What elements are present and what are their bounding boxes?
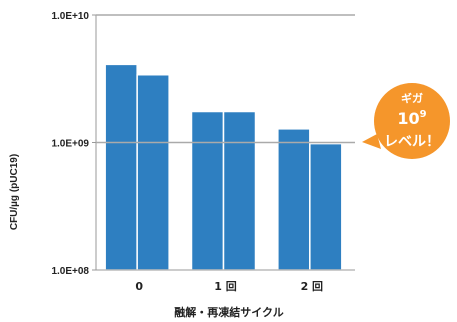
badge-exponent: 9 [420,109,427,120]
badge-line3: レベル！ [384,134,440,150]
badge-base: 10 [397,109,419,128]
badge-circle [374,83,450,159]
x-category-label: 1 回 [214,279,236,293]
badge-line2: 109 [397,109,426,128]
y-tick-label: 1.0E+09 [51,139,89,150]
bar [136,73,170,271]
y-axis-label: CFU/µg (pUC19) [9,154,20,230]
bar [190,110,225,271]
bar [309,142,343,271]
badge-pointer [362,134,381,149]
y-tick-label: 1.0E+08 [51,266,89,277]
x-categories-group: 0 1 回 2 回 [135,279,323,293]
y-ticks-group: 1.0E+08 1.0E+09 1.0E+10 [51,11,355,277]
x-category-label: 2 回 [301,279,323,293]
bar [277,128,311,271]
bars-group [104,63,343,271]
y-tick-label: 1.0E+10 [51,11,89,22]
bar [222,110,257,271]
x-axis-label: 融解・再凍結サイクル [174,305,283,319]
bar [104,63,138,271]
badge-line1: ギガ [401,91,423,105]
x-category-label: 0 [135,280,143,293]
giga-level-badge: ギガ 109 レベル！ [362,83,450,159]
